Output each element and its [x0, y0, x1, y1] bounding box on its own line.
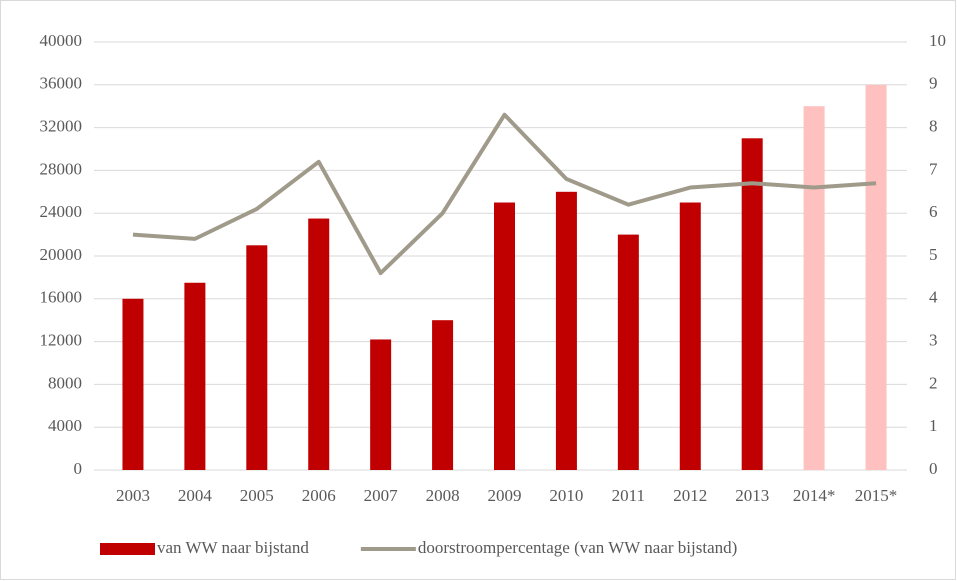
- x-tick-label: 2015*: [855, 486, 898, 505]
- y2-tick-label: 3: [929, 331, 938, 350]
- bar: [370, 339, 392, 470]
- y2-tick-label: 4: [929, 288, 938, 307]
- x-tick-label: 2014*: [793, 486, 836, 505]
- x-tick-label: 2003: [116, 486, 150, 505]
- x-tick-label: 2008: [426, 486, 460, 505]
- x-tick-label: 2007: [364, 486, 399, 505]
- line: [132, 112, 877, 276]
- bar: [122, 298, 144, 470]
- y2-tick-label: 1: [929, 416, 938, 435]
- bar: [494, 202, 515, 470]
- x-tick-label: 2005: [240, 486, 274, 505]
- bar: [246, 245, 268, 470]
- y-tick-label: 12000: [40, 331, 83, 350]
- bar: [555, 191, 577, 471]
- y-tick-label: 8000: [48, 373, 82, 392]
- y2-tick-label: 6: [929, 202, 938, 221]
- y2-tick-label: 10: [929, 31, 946, 50]
- y2-tick-label: 9: [929, 74, 938, 93]
- y2-tick-label: 2: [929, 373, 938, 392]
- y2-tick-label: 0: [929, 459, 938, 478]
- bar: [432, 320, 454, 470]
- y-tick-label: 16000: [40, 288, 83, 307]
- x-tick-label: 2012: [673, 486, 707, 505]
- x-tick-label: 2009: [488, 486, 522, 505]
- y-tick-label: 4000: [48, 416, 82, 435]
- y-tick-label: 24000: [40, 202, 83, 221]
- bar: [679, 202, 701, 470]
- y2-tick-label: 5: [929, 245, 938, 264]
- y2-tick-label: 8: [929, 117, 938, 136]
- x-tick-label: 2013: [735, 486, 769, 505]
- y-tick-label: 20000: [40, 245, 83, 264]
- bar: [803, 106, 825, 470]
- y2-tick-label: 7: [929, 159, 938, 178]
- y-tick-label: 0: [74, 459, 83, 478]
- x-tick-label: 2011: [612, 486, 645, 505]
- legend-swatch: [100, 543, 155, 555]
- x-tick-label: 2004: [178, 486, 213, 505]
- bar: [865, 84, 887, 471]
- y-tick-label: 28000: [40, 159, 83, 178]
- bar: [617, 234, 639, 470]
- bar: [308, 218, 330, 470]
- y-tick-label: 36000: [40, 74, 83, 93]
- x-tick-label: 2006: [302, 486, 336, 505]
- legend-label: van WW naar bijstand: [157, 538, 309, 557]
- legend-label: doorstroompercentage (van WW naar bijsta…: [418, 538, 737, 557]
- y-tick-label: 32000: [40, 117, 83, 136]
- y-tick-label: 40000: [40, 31, 83, 50]
- bar: [184, 282, 206, 470]
- x-tick-label: 2010: [549, 486, 583, 505]
- bar: [741, 138, 763, 471]
